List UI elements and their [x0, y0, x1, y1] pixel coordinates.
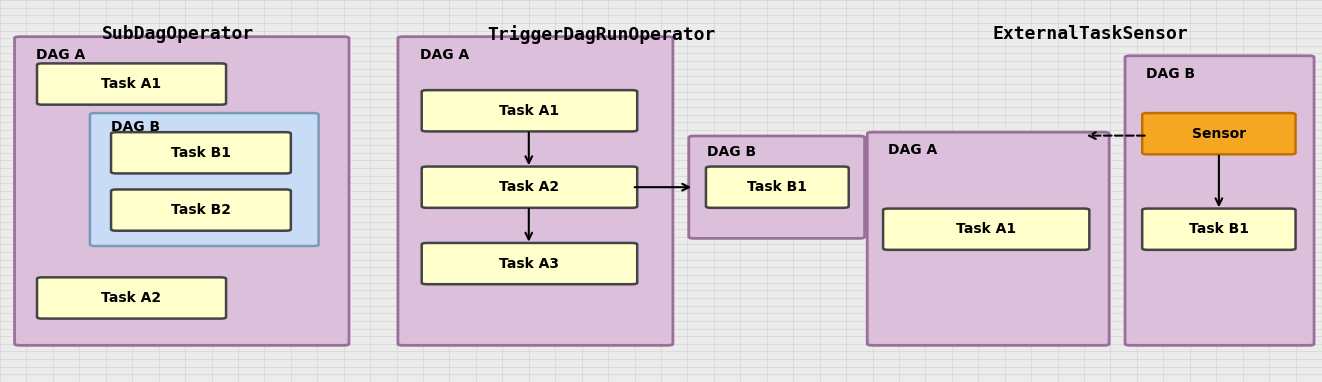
FancyBboxPatch shape: [1125, 56, 1314, 345]
Text: Task B2: Task B2: [171, 203, 231, 217]
FancyBboxPatch shape: [422, 243, 637, 284]
Text: DAG A: DAG A: [36, 48, 85, 62]
Text: DAG A: DAG A: [888, 143, 937, 157]
Text: DAG B: DAG B: [1146, 67, 1195, 81]
Text: SubDagOperator: SubDagOperator: [102, 25, 255, 43]
Text: Task A2: Task A2: [102, 291, 161, 305]
Text: Task A2: Task A2: [500, 180, 559, 194]
FancyBboxPatch shape: [422, 167, 637, 208]
Text: Task B1: Task B1: [747, 180, 808, 194]
Text: DAG B: DAG B: [707, 145, 756, 159]
FancyBboxPatch shape: [15, 37, 349, 345]
Text: Sensor: Sensor: [1192, 127, 1245, 141]
Text: DAG A: DAG A: [420, 48, 469, 62]
FancyBboxPatch shape: [90, 113, 319, 246]
FancyBboxPatch shape: [706, 167, 849, 208]
Text: ExternalTaskSensor: ExternalTaskSensor: [993, 25, 1188, 43]
FancyBboxPatch shape: [689, 136, 865, 238]
FancyBboxPatch shape: [883, 209, 1089, 250]
FancyBboxPatch shape: [37, 277, 226, 319]
FancyBboxPatch shape: [111, 189, 291, 231]
Text: Task A1: Task A1: [500, 104, 559, 118]
Text: Task B1: Task B1: [171, 146, 231, 160]
Text: Task A1: Task A1: [956, 222, 1017, 236]
Text: Task A1: Task A1: [102, 77, 161, 91]
FancyBboxPatch shape: [111, 132, 291, 173]
Text: DAG B: DAG B: [111, 120, 160, 134]
Text: Task B1: Task B1: [1188, 222, 1249, 236]
FancyBboxPatch shape: [1142, 113, 1296, 154]
Text: Task A3: Task A3: [500, 257, 559, 270]
FancyBboxPatch shape: [867, 132, 1109, 345]
FancyBboxPatch shape: [37, 63, 226, 105]
FancyBboxPatch shape: [398, 37, 673, 345]
Text: TriggerDagRunOperator: TriggerDagRunOperator: [488, 25, 715, 44]
FancyBboxPatch shape: [422, 90, 637, 131]
FancyBboxPatch shape: [1142, 209, 1296, 250]
